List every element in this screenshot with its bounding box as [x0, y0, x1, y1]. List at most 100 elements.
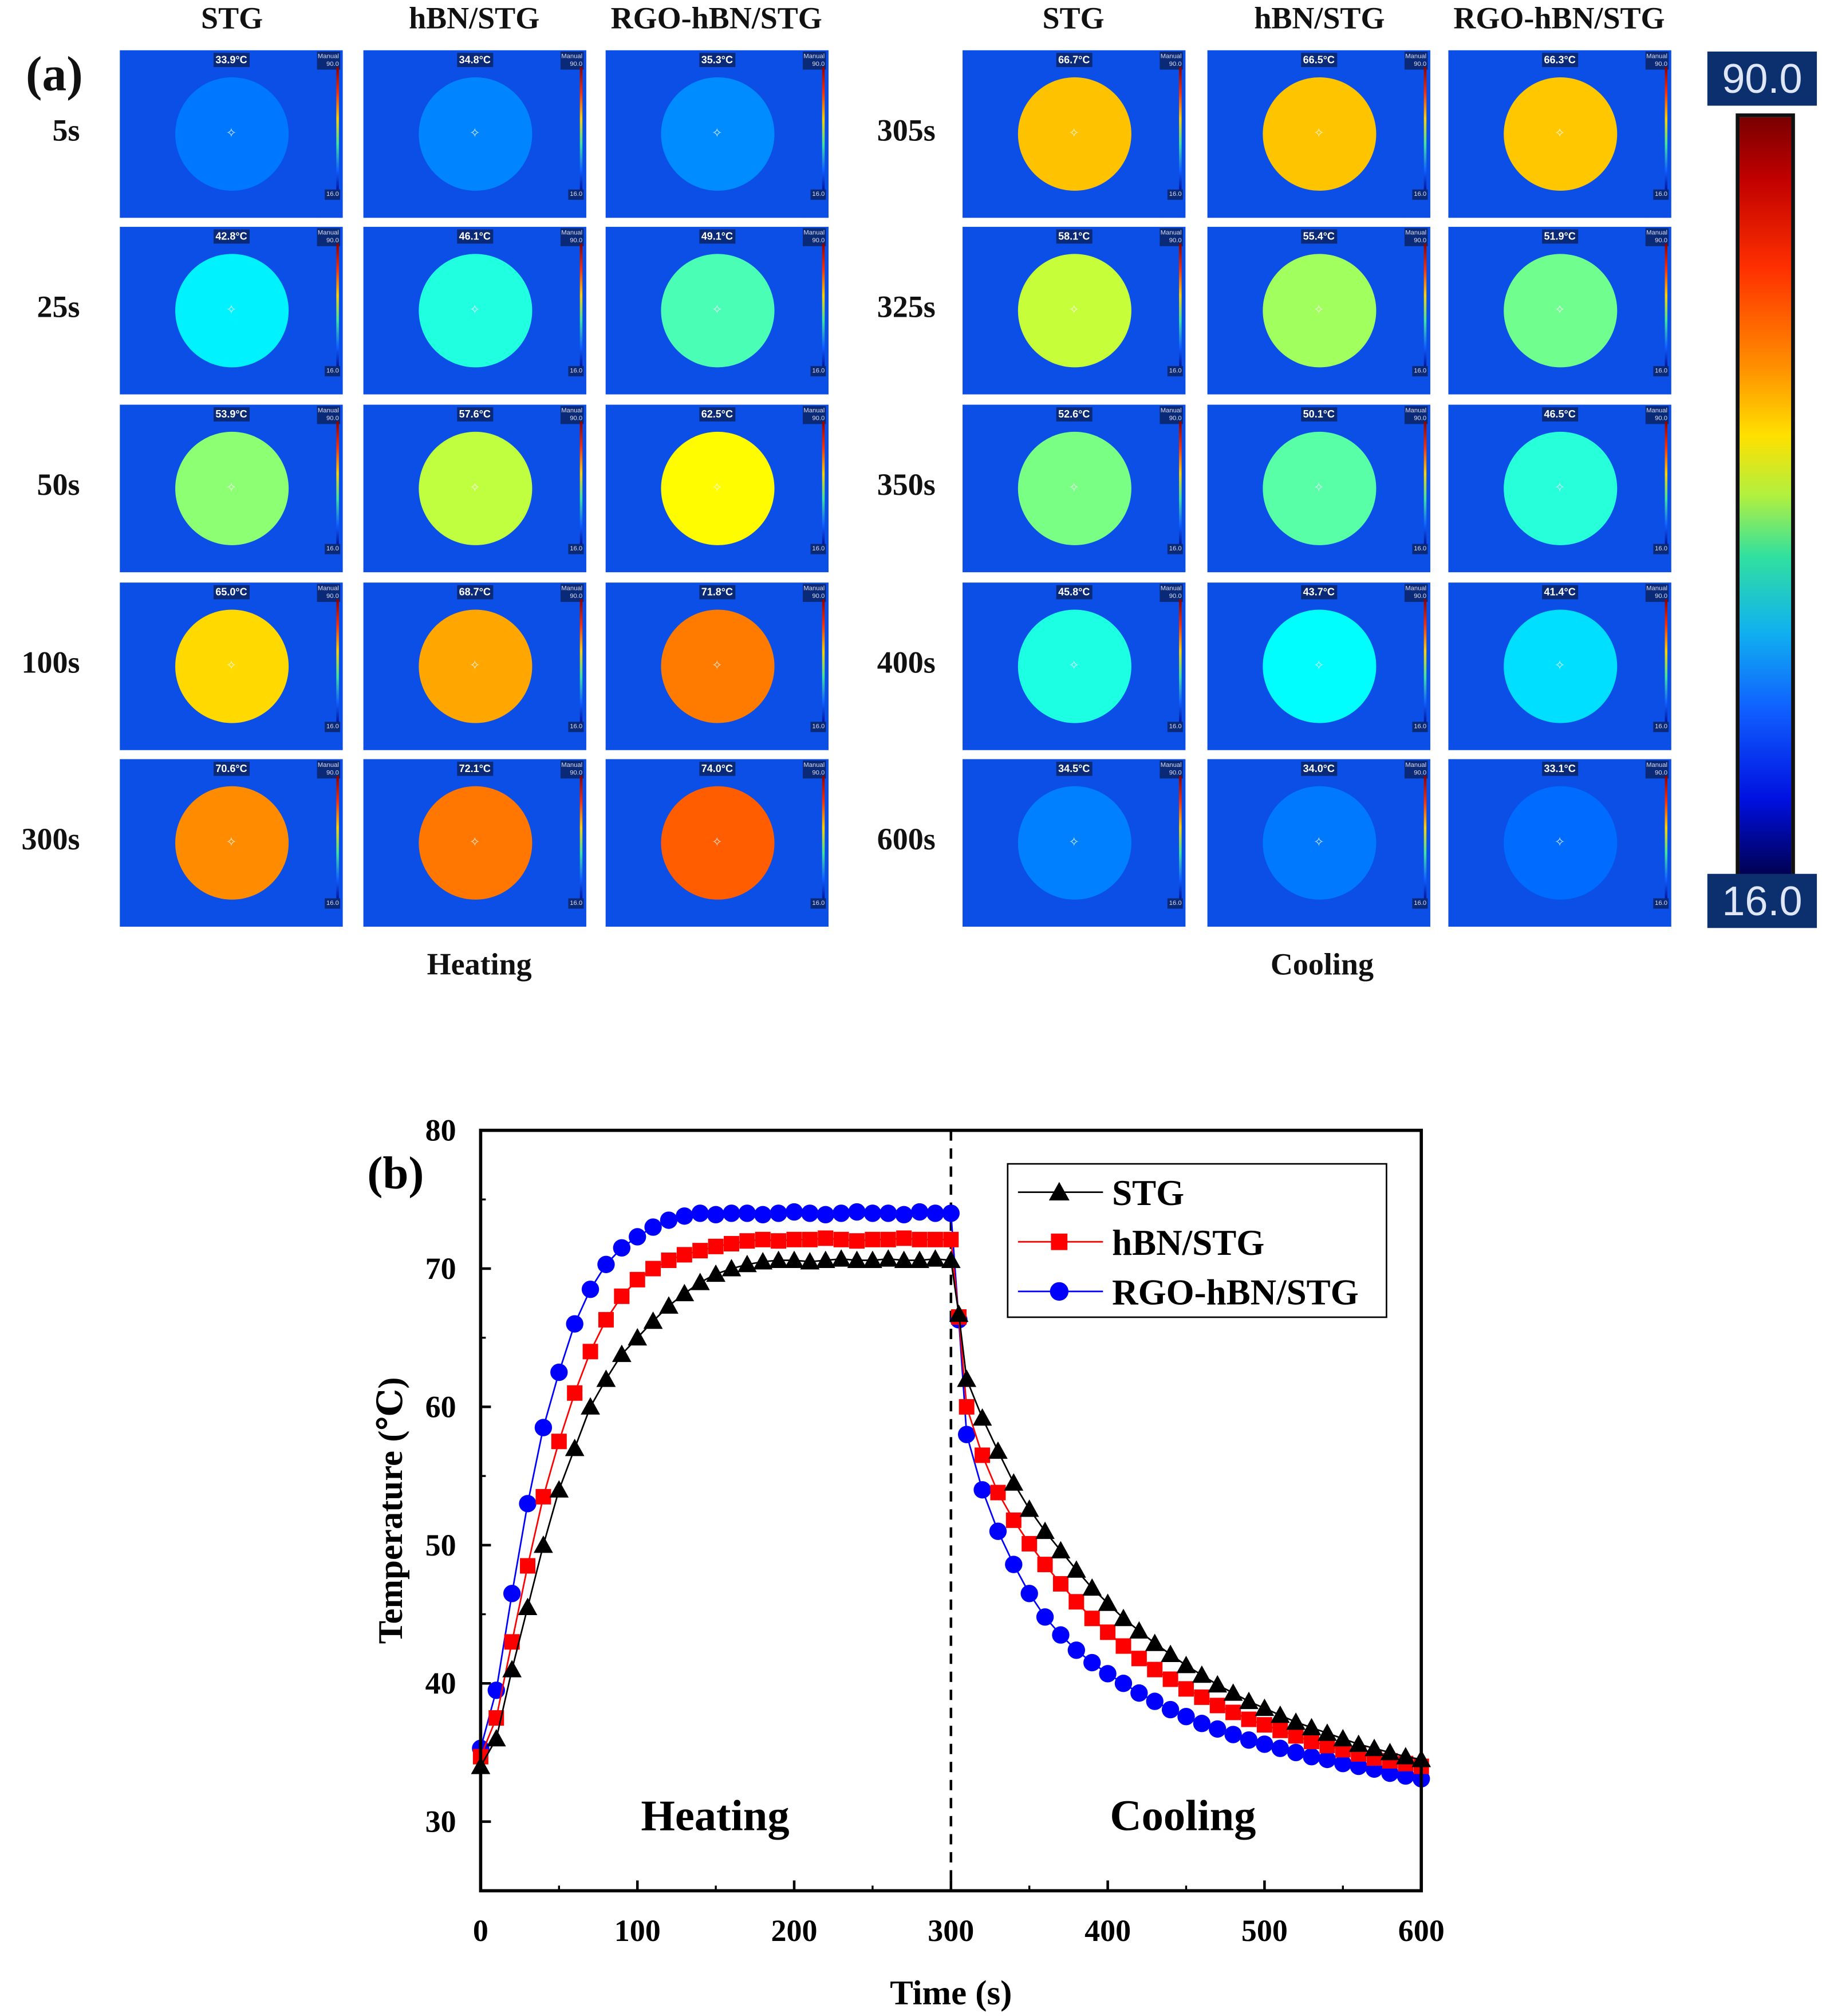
thermal-image: ✧ 50.1°C Manual 90.0 16.0 [1207, 404, 1430, 573]
thermal-image: ✧ 34.0°C Manual 90.0 16.0 [1207, 759, 1430, 927]
range-max: 90.0 [1169, 60, 1182, 69]
spot-temperature: 62.5°C [699, 407, 736, 422]
data-point-triangle [518, 1597, 538, 1615]
crosshair-icon: ✧ [1068, 127, 1080, 141]
crosshair-icon: ✧ [1068, 659, 1080, 674]
mini-colorbar [822, 599, 825, 729]
data-point-circle [597, 1255, 615, 1273]
heating-column-header: RGO-hBN/STG [610, 2, 822, 37]
cooling-title: Cooling [1270, 948, 1374, 982]
data-point-circle [1177, 1707, 1195, 1726]
range-max: 90.0 [570, 769, 583, 777]
y-tick-label: 40 [425, 1666, 456, 1700]
thermal-image: ✧ 70.6°C Manual 90.0 16.0 [120, 759, 343, 927]
range-max: 90.0 [1414, 60, 1427, 69]
data-point-circle [629, 1228, 646, 1246]
mini-colorbar [1179, 243, 1182, 373]
data-point-circle [1005, 1556, 1023, 1573]
sample-hotspot [1503, 254, 1617, 368]
thermal-image: ✧ 34.8°C Manual 90.0 16.0 [363, 50, 586, 218]
cooling-column-header: hBN/STG [1254, 2, 1385, 37]
data-point-circle [1146, 1692, 1164, 1710]
data-point-square [739, 1233, 755, 1249]
y-axis-label: Temperature (℃) [372, 1377, 410, 1644]
data-point-triangle [1364, 1738, 1384, 1757]
data-point-square [1147, 1661, 1163, 1678]
camera-mode-label: Manual 90.0 [316, 228, 341, 246]
spot-temperature: 68.7°C [456, 585, 494, 600]
heating-time-label: 25s [37, 291, 80, 325]
data-point-circle [691, 1204, 709, 1222]
range-max: 90.0 [1169, 769, 1182, 777]
range-max: 90.0 [812, 60, 825, 69]
data-point-square [1115, 1638, 1131, 1654]
data-point-triangle [1066, 1560, 1086, 1578]
data-point-square [802, 1231, 818, 1247]
range-min: 16.0 [325, 722, 341, 733]
heating-time-label: 50s [37, 469, 80, 503]
x-tick-label: 600 [1398, 1913, 1445, 1948]
data-point-square [567, 1385, 583, 1401]
spot-temperature: 57.6°C [456, 407, 494, 422]
mini-colorbar [336, 67, 339, 196]
mini-colorbar [579, 421, 583, 550]
data-point-circle [1036, 1608, 1054, 1626]
plot-area: 0 100 200 300 400 500 600 30 40 50 60 70 80 [425, 1113, 1445, 1948]
sample-hotspot [660, 254, 774, 368]
sample-hotspot [1262, 254, 1376, 368]
sample-hotspot [1503, 609, 1617, 723]
spot-temperature: 34.5°C [1055, 761, 1093, 776]
x-tick-label: 300 [928, 1913, 974, 1948]
camera-mode-label: Manual 90.0 [1159, 52, 1183, 70]
camera-mode-label: Manual 90.0 [316, 584, 341, 602]
legend: STG hBN/STG RGO-hBN/STG [1007, 1163, 1387, 1318]
thermal-image: ✧ 41.4°C Manual 90.0 16.0 [1448, 582, 1671, 750]
crosshair-icon: ✧ [1068, 481, 1080, 496]
mode-text: Manual [1405, 53, 1427, 61]
sample-hotspot [174, 431, 288, 545]
crosshair-icon: ✧ [711, 127, 723, 141]
data-point-square [880, 1231, 896, 1247]
sample-hotspot [1017, 77, 1131, 191]
crosshair-icon: ✧ [1554, 481, 1565, 496]
camera-mode-label: Manual 90.0 [1644, 405, 1669, 424]
data-point-triangle [1208, 1675, 1228, 1693]
spot-temperature: 50.1°C [1300, 407, 1338, 422]
data-point-circle [1381, 1764, 1399, 1782]
mini-colorbar [1665, 775, 1668, 905]
spot-temperature: 74.0°C [699, 761, 736, 776]
heating-title: Heating [427, 948, 532, 982]
cooling-time-label: 350s [877, 469, 936, 503]
spot-temperature: 46.1°C [456, 229, 494, 244]
range-min: 16.0 [569, 544, 584, 554]
spot-temperature: 41.4°C [1541, 585, 1579, 600]
mode-text: Manual [561, 761, 583, 770]
spot-temperature: 66.7°C [1055, 53, 1093, 68]
thermal-image: ✧ 53.9°C Manual 90.0 16.0 [120, 404, 343, 573]
crosshair-icon: ✧ [469, 836, 480, 850]
data-point-square [755, 1231, 771, 1247]
data-point-triangle [1192, 1665, 1212, 1683]
mini-colorbar [1423, 243, 1427, 373]
data-point-triangle [659, 1296, 679, 1314]
range-min: 16.0 [1653, 722, 1669, 733]
range-max: 90.0 [570, 593, 583, 601]
data-point-triangle [894, 1250, 914, 1269]
data-point-circle [660, 1211, 678, 1229]
mini-colorbar [1179, 421, 1182, 550]
legend-label: hBN/STG [1112, 1223, 1264, 1263]
data-point-triangle [565, 1438, 585, 1456]
range-min: 16.0 [1413, 544, 1428, 554]
mini-colorbar [579, 775, 583, 905]
range-max: 90.0 [326, 60, 339, 69]
range-min: 16.0 [1413, 366, 1428, 377]
thermal-image: ✧ 51.9°C Manual 90.0 16.0 [1448, 227, 1671, 395]
mode-text: Manual [317, 761, 339, 770]
mode-text: Manual [561, 229, 583, 238]
data-point-triangle [949, 1304, 969, 1322]
data-point-triangle [800, 1252, 820, 1270]
data-point-square [1100, 1624, 1116, 1640]
camera-mode-label: Manual 90.0 [1159, 405, 1183, 424]
sample-hotspot [1262, 431, 1376, 545]
range-max: 90.0 [570, 415, 583, 423]
